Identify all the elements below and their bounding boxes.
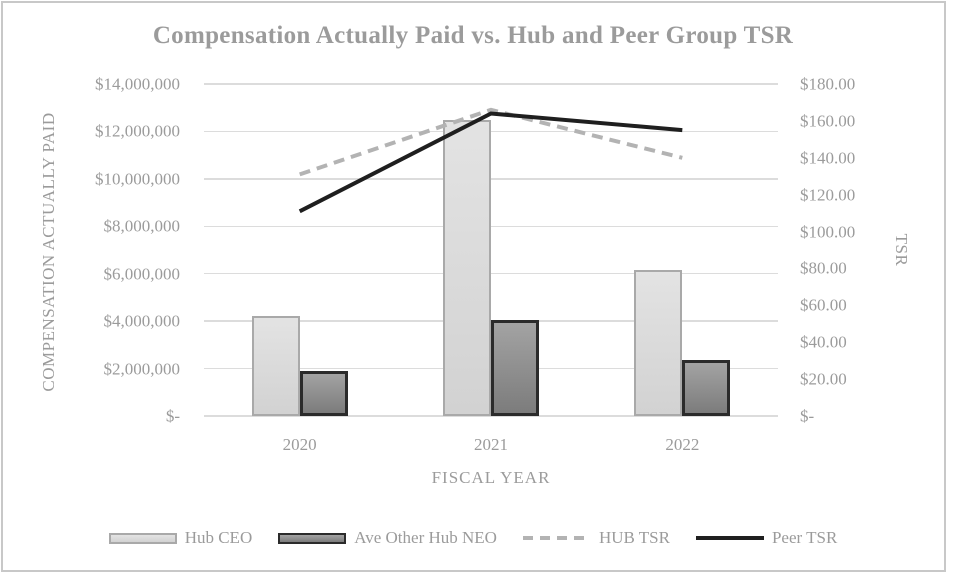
bar-hub-ceo: [634, 270, 683, 416]
gridline: [204, 130, 778, 133]
left-axis-tick: $2,000,000: [103, 359, 181, 379]
gridline: [204, 272, 778, 275]
left-axis-tick: $12,000,000: [95, 121, 180, 141]
left-axis-tick: $6,000,000: [103, 264, 181, 284]
legend-label-hub-tsr: HUB TSR: [598, 528, 670, 547]
left-axis-tick: $14,000,000: [95, 74, 180, 94]
bar-hub-ceo: [443, 119, 491, 416]
chart-title: Compensation Actually Paid vs. Hub and P…: [152, 22, 794, 49]
legend-swatch-ave-other-hub-neo: [278, 532, 347, 544]
line-hub-tsr: [299, 107, 683, 177]
legend-label-hub-ceo: Hub CEO: [184, 528, 253, 547]
legend-swatch-hub-ceo: [108, 532, 177, 544]
legend-label-ave-other-hub-neo: Ave Other Hub NEO: [354, 528, 497, 547]
right-axis-tick: $20.00: [800, 369, 847, 389]
left-axis-tick: $-: [165, 406, 180, 426]
gridline: [204, 178, 778, 180]
x-axis-title: FISCAL YEAR: [431, 468, 551, 487]
right-axis-tick: $140.00: [800, 148, 856, 168]
legend-item-peer-tsr: Peer TSR: [695, 528, 838, 548]
right-axis-tick: $120.00: [800, 185, 856, 205]
gridline: [204, 225, 778, 228]
legend-item-hub-tsr: HUB TSR: [522, 528, 670, 548]
bar-hub-ceo: [251, 316, 300, 416]
right-axis-title: TSR: [892, 233, 911, 267]
left-axis-tick: $8,000,000: [103, 216, 181, 236]
bar-ave-other-hub-neo: [299, 370, 348, 416]
left-axis-tick: $4,000,000: [103, 311, 181, 331]
bar-ave-other-hub-neo: [682, 360, 731, 416]
line-peer-tsr: [298, 111, 683, 214]
x-axis-tick: 2020: [282, 435, 317, 454]
legend-item-hub-ceo: Hub CEO: [108, 528, 253, 548]
right-axis-tick: $160.00: [800, 111, 856, 131]
tsr-lines: [298, 107, 683, 214]
legend: Hub CEO Ave Other Hub NEO HUB TSR Peer TSR: [0, 528, 946, 548]
right-axis-tick: $180.00: [800, 74, 856, 94]
legend-swatch-peer-tsr: [695, 536, 764, 540]
plot-area: [204, 83, 778, 417]
legend-item-ave-other-hub-neo: Ave Other Hub NEO: [278, 528, 497, 548]
left-axis-tick: $10,000,000: [95, 169, 180, 189]
right-axis-tick: $100.00: [800, 222, 856, 242]
right-axis-tick: $-: [800, 406, 815, 426]
right-axis-tick: $60.00: [800, 295, 847, 315]
left-axis-title: COMPENSATION ACTUALLY PAID: [39, 112, 58, 392]
legend-swatch-hub-tsr: [522, 536, 591, 540]
gridline: [204, 83, 778, 85]
bar-ave-other-hub-neo: [491, 319, 539, 416]
right-axis-tick: $80.00: [800, 258, 847, 278]
right-axis-tick: $40.00: [800, 332, 847, 352]
x-axis-tick: 2021: [474, 435, 508, 454]
x-axis-tick: 2022: [665, 435, 700, 454]
legend-label-peer-tsr: Peer TSR: [771, 528, 838, 547]
gridline: [204, 415, 778, 417]
